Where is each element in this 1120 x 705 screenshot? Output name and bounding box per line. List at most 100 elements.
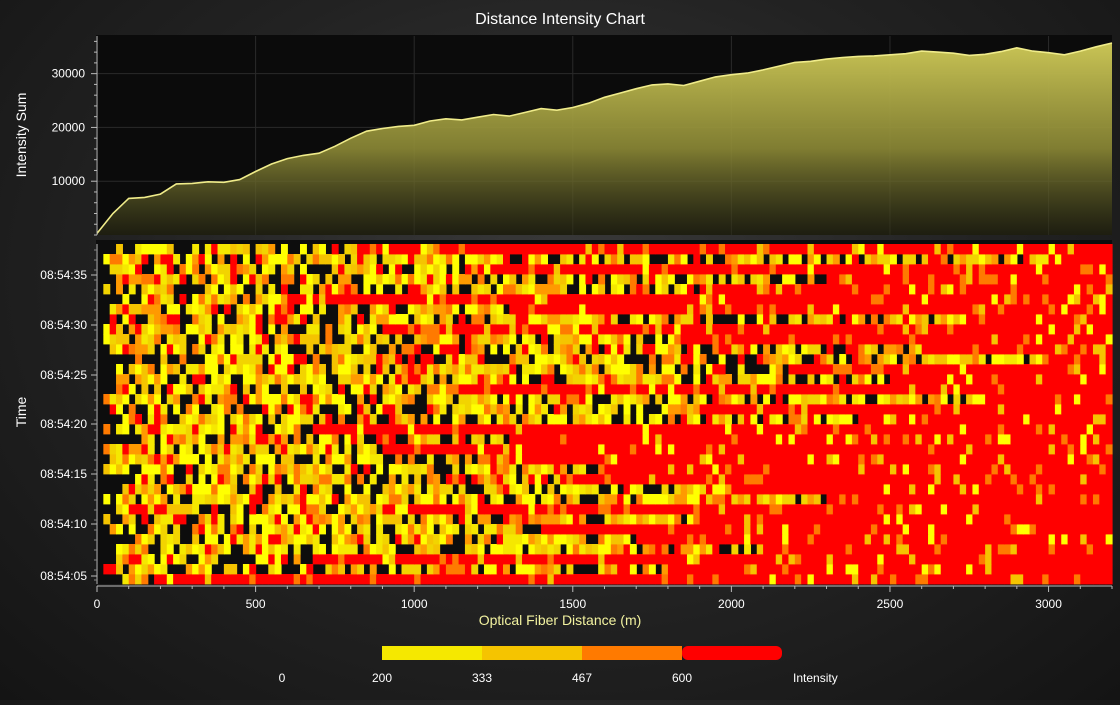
heatmap-cell <box>1016 564 1024 575</box>
heatmap-cell <box>1042 474 1050 485</box>
heatmap-cell <box>934 574 942 585</box>
heatmap-cell <box>458 354 466 365</box>
heatmap-cell <box>204 314 212 325</box>
heatmap-cell <box>934 484 942 495</box>
heatmap-cell <box>978 244 986 255</box>
heatmap-cell <box>636 524 644 535</box>
heatmap-cell <box>312 294 320 305</box>
heatmap-cell <box>338 574 345 585</box>
heatmap-cell <box>395 394 403 405</box>
heatmap-cell <box>204 384 212 395</box>
heatmap-cell <box>128 574 136 585</box>
heatmap-cell <box>369 354 377 365</box>
heatmap-cell <box>407 344 415 355</box>
heatmap-cell <box>1086 304 1094 315</box>
heatmap-cell <box>255 464 263 475</box>
heatmap-cell <box>420 524 428 535</box>
heatmap-cell <box>610 424 618 435</box>
heatmap-cell <box>706 444 713 455</box>
heatmap-cell <box>1048 254 1056 265</box>
heatmap-cell <box>801 574 809 585</box>
heatmap-cell <box>680 464 688 475</box>
heatmap-cell <box>160 554 168 565</box>
heatmap-cell <box>344 264 352 275</box>
heatmap-cell <box>763 264 771 275</box>
heatmap-cell <box>940 414 948 425</box>
heatmap-cell <box>832 554 840 565</box>
heatmap-cell <box>744 474 751 485</box>
heatmap-cell <box>1067 484 1075 495</box>
heatmap-cell <box>693 394 701 405</box>
heatmap-cell <box>661 324 669 335</box>
heatmap-cell <box>1029 404 1037 415</box>
heatmap-cell <box>369 504 377 515</box>
heatmap-cell <box>972 514 980 525</box>
heatmap-cell <box>972 344 980 355</box>
heatmap-cell <box>725 574 732 585</box>
heatmap-cell <box>820 364 828 375</box>
heatmap-cell <box>1067 574 1075 585</box>
heatmap-cell <box>274 254 282 265</box>
heatmap-cell <box>737 364 745 375</box>
heatmap-cell <box>813 524 821 535</box>
heatmap-cell <box>242 274 250 285</box>
heatmap-cell <box>598 354 606 365</box>
heatmap-cell <box>1010 514 1018 525</box>
heatmap-cell <box>255 434 263 445</box>
heatmap-cell <box>617 544 625 555</box>
heatmap-cell <box>560 444 568 455</box>
heatmap-cell <box>306 514 314 525</box>
heatmap-cell <box>369 574 377 585</box>
heatmap-cell <box>725 374 732 385</box>
heatmap-cell <box>306 284 314 295</box>
heatmap-cell <box>820 404 828 415</box>
heatmap-cell <box>1016 404 1024 415</box>
heatmap-cell <box>490 384 498 395</box>
heatmap-cell <box>534 254 542 265</box>
heatmap-cell <box>534 354 542 365</box>
heatmap-cell <box>655 374 663 385</box>
heatmap-cell <box>686 564 694 575</box>
heatmap-cell <box>902 504 910 515</box>
heatmap-cell <box>135 424 142 435</box>
heatmap-cell <box>445 294 453 305</box>
heatmap-cell <box>395 424 403 435</box>
heatmap-cell <box>610 514 618 525</box>
heatmap-cell <box>135 474 142 485</box>
heatmap-cell <box>496 244 504 255</box>
heatmap-cell <box>1004 494 1012 505</box>
heatmap-cell <box>788 514 796 525</box>
heatmap-cell <box>1067 334 1075 345</box>
heatmap-cell <box>566 374 574 385</box>
heatmap-cell <box>547 374 555 385</box>
heatmap-cell <box>477 334 485 345</box>
heatmap-cell <box>1105 554 1113 565</box>
heatmap-cell <box>1010 574 1018 585</box>
heatmap-cell <box>902 314 910 325</box>
heatmap-cell <box>160 514 168 525</box>
heatmap-cell <box>369 374 377 385</box>
heatmap-cell <box>636 414 644 425</box>
heatmap-cell <box>661 264 669 275</box>
heatmap-cell <box>699 524 707 535</box>
heatmap-cell <box>452 444 460 455</box>
heatmap-cell <box>1004 434 1012 445</box>
heatmap-cell <box>458 244 466 255</box>
heatmap-cell <box>591 304 599 315</box>
heatmap-cell <box>1029 394 1037 405</box>
heatmap-cell <box>420 294 428 305</box>
heatmap-cell <box>845 574 853 585</box>
heatmap-cell <box>464 274 472 285</box>
heatmap-cell <box>1073 464 1081 475</box>
heatmap-cell <box>471 244 479 255</box>
heatmap-cell <box>280 244 288 255</box>
heatmap-cell <box>1099 384 1107 395</box>
heatmap-cell <box>268 364 276 375</box>
heatmap-cell <box>287 334 295 345</box>
heatmap-cell <box>870 454 878 465</box>
heatmap-cell <box>1042 354 1050 365</box>
heatmap-cell <box>249 534 257 545</box>
heatmap-cell <box>991 414 999 425</box>
heatmap-cell <box>223 494 231 505</box>
heatmap-cell <box>198 324 206 335</box>
